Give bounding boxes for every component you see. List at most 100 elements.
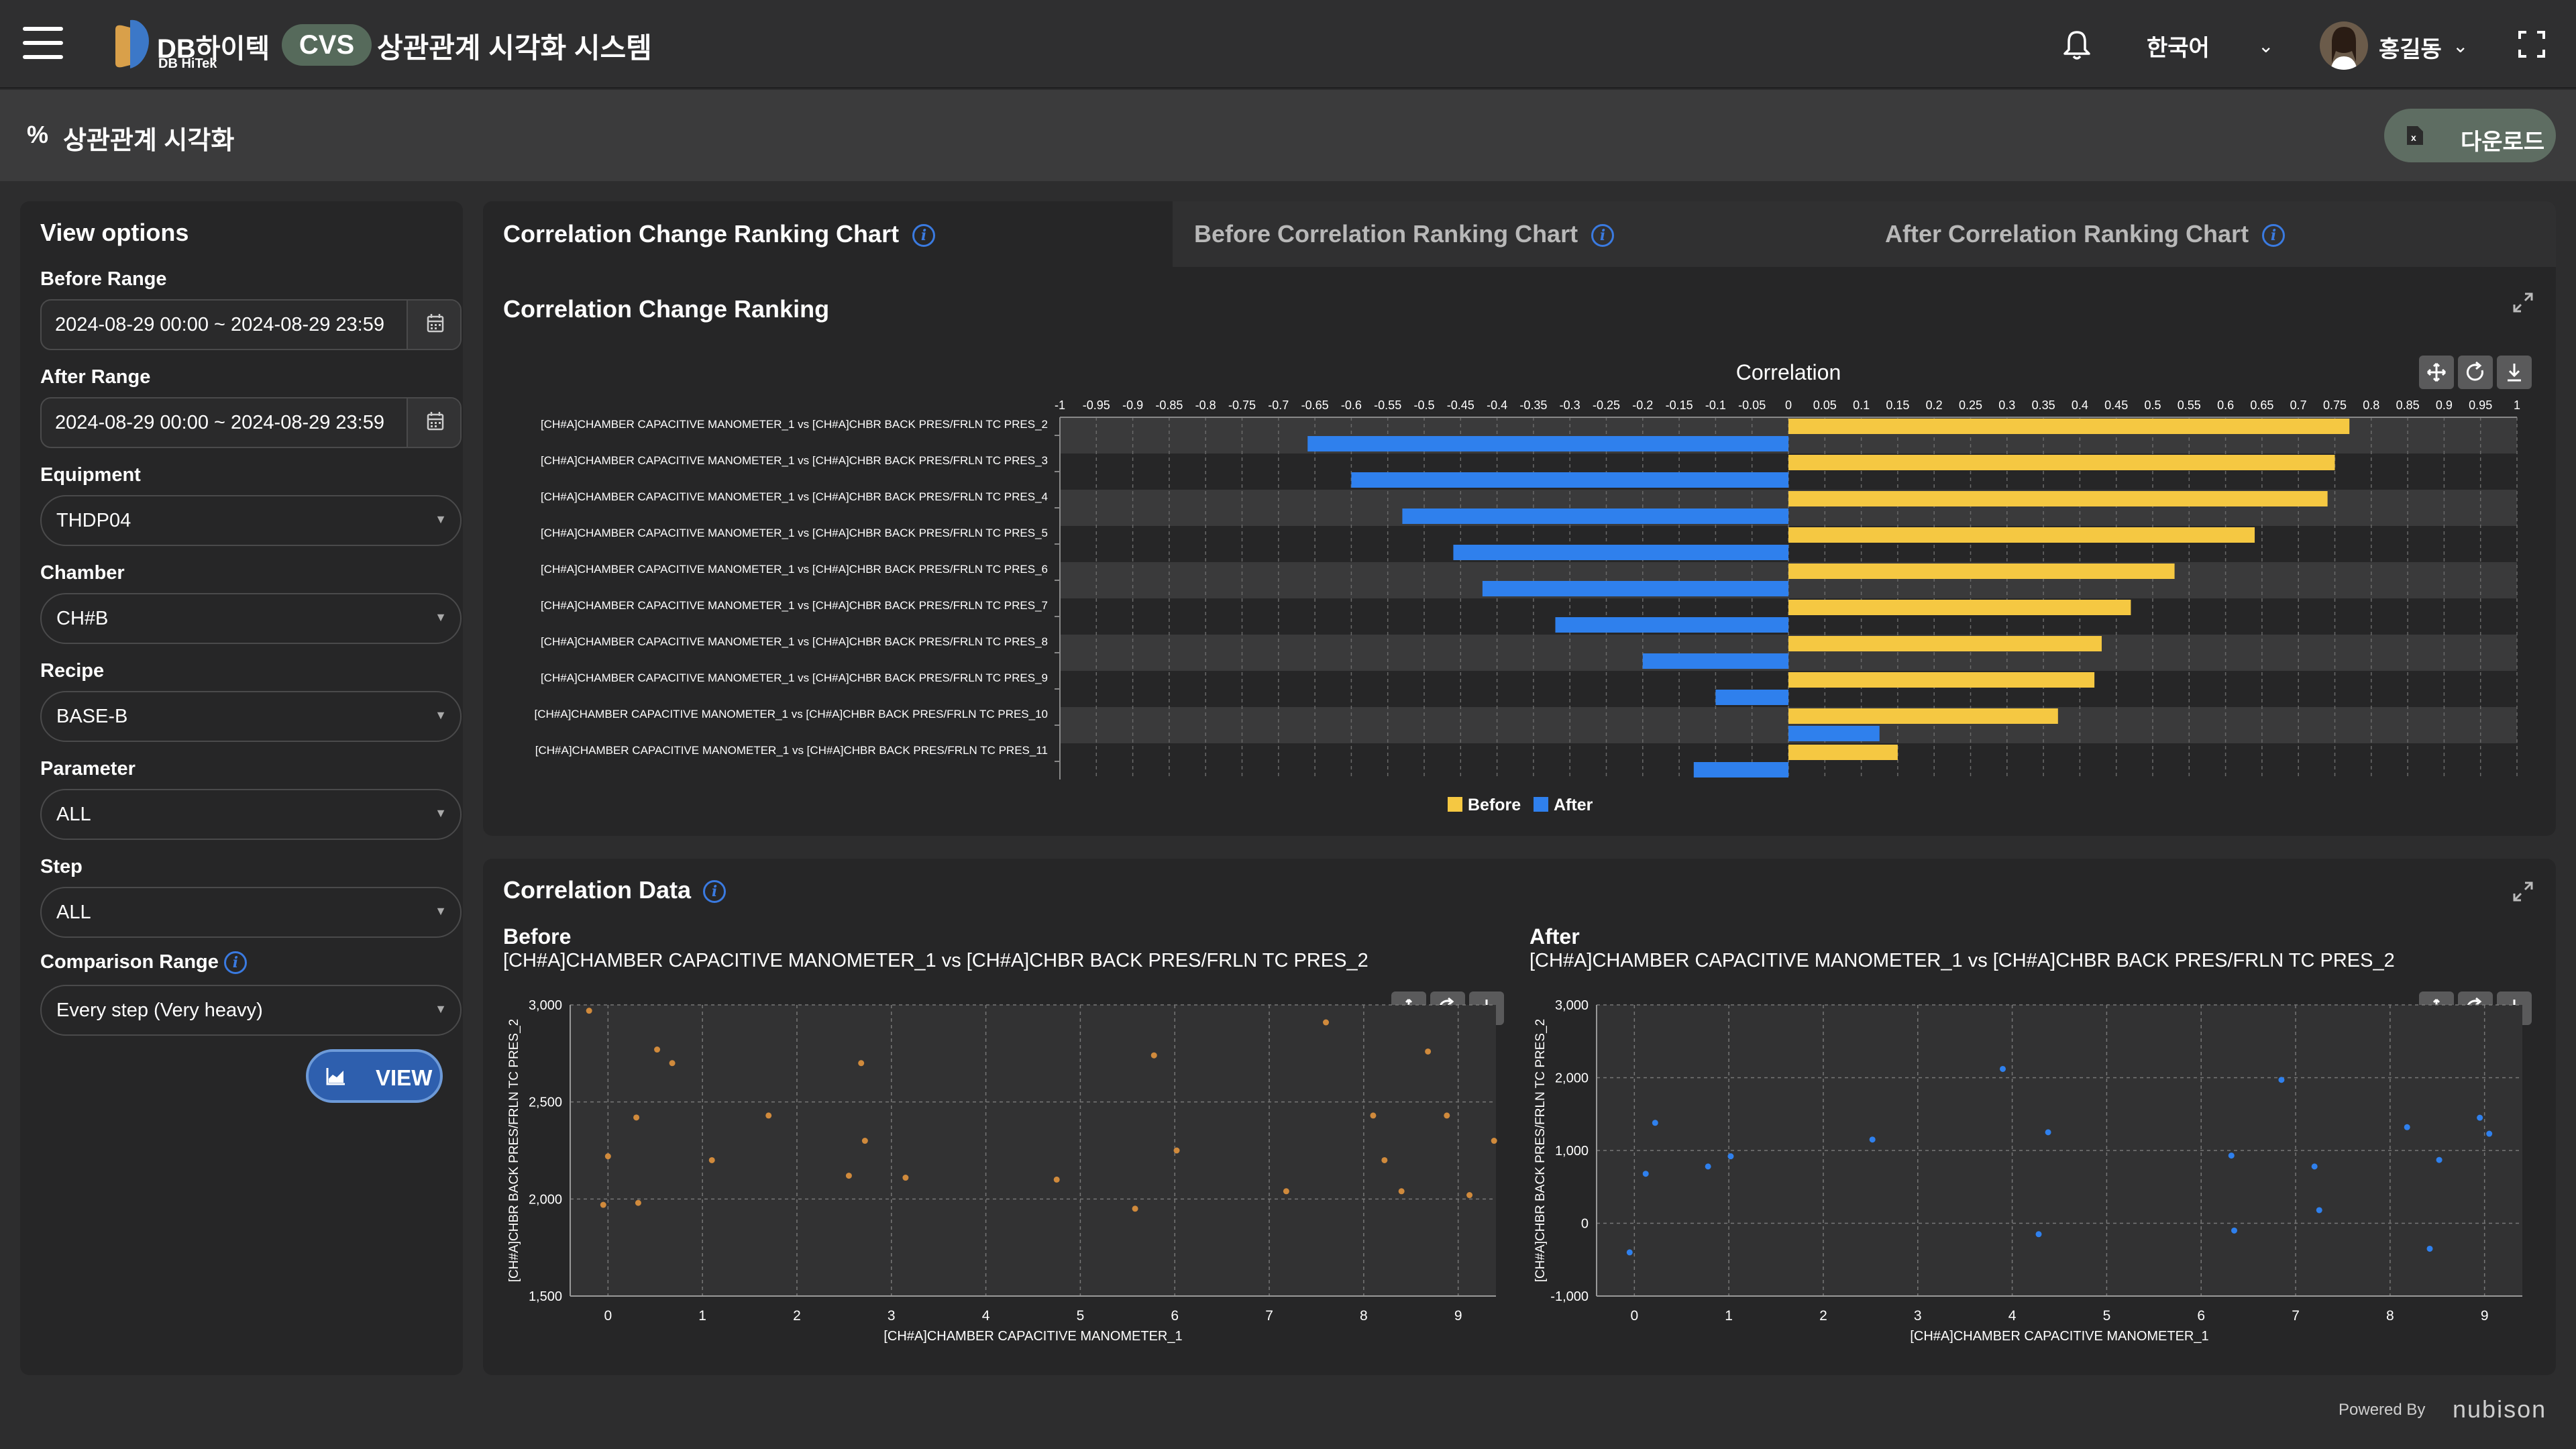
- scatter-point: [1323, 1019, 1330, 1026]
- category-label: [CH#A]CHAMBER CAPACITIVE MANOMETER_1 vs …: [541, 635, 1048, 648]
- row-stripe: [1060, 635, 2517, 671]
- scatter-point: [669, 1060, 676, 1067]
- bell-icon[interactable]: [2061, 28, 2093, 62]
- info-icon[interactable]: i: [1591, 224, 1615, 248]
- category-label: [CH#A]CHAMBER CAPACITIVE MANOMETER_1 vs …: [541, 418, 1048, 431]
- download-icon[interactable]: [2497, 991, 2532, 1025]
- bar-before: [1788, 708, 2058, 724]
- plot-area: [1597, 1005, 2522, 1296]
- x-tick-label: 0.8: [2363, 398, 2379, 412]
- avatar[interactable]: [2320, 21, 2368, 70]
- bar-before: [1788, 564, 2175, 579]
- before-chart-toolbar: [1391, 991, 1507, 1025]
- chevron-down-icon[interactable]: ⌄: [2258, 36, 2274, 56]
- equipment-select[interactable]: THDP04 ▼: [40, 495, 462, 546]
- x-tick-label: 0.25: [1959, 398, 1982, 412]
- legend-swatch-before: [1448, 797, 1462, 812]
- download-button[interactable]: x 다운로드: [2384, 109, 2556, 162]
- info-icon[interactable]: i: [703, 880, 727, 904]
- y-tick-label: 2,000: [529, 1192, 562, 1207]
- info-icon[interactable]: i: [2262, 224, 2286, 248]
- expand-icon[interactable]: [2512, 291, 2534, 314]
- tab-before-correlation[interactable]: Before Correlation Ranking Chart i: [1194, 201, 1615, 267]
- x-tick-label: -0.6: [1341, 398, 1362, 412]
- x-tick-label: -0.3: [1560, 398, 1580, 412]
- before-scatter-chart: 0 1 2 3 4 5 6 7 8 9 1,500 2,000 2,500 3,000 [CH#A]CHAM…: [507, 998, 1497, 1344]
- x-tick-label: 6: [1171, 1308, 1179, 1324]
- tab-label: Before Correlation Ranking Chart: [1194, 220, 1578, 248]
- calendar-icon[interactable]: [407, 301, 460, 349]
- comparison-range-select[interactable]: Every step (Very heavy) ▼: [40, 985, 462, 1036]
- chamber-select[interactable]: CH#B ▼: [40, 593, 462, 644]
- reset-icon[interactable]: [2458, 356, 2493, 389]
- pan-icon[interactable]: [2419, 356, 2454, 389]
- x-tick-label: 0.65: [2250, 398, 2273, 412]
- cvs-badge: CVS: [282, 24, 372, 66]
- x-tick-label: 0: [604, 1308, 612, 1324]
- x-tick-label: 0.35: [2032, 398, 2055, 412]
- dropdown-arrow-icon: ▼: [435, 708, 447, 722]
- reset-icon[interactable]: [1430, 991, 1465, 1025]
- info-icon[interactable]: i: [912, 224, 936, 248]
- bar-before: [1788, 672, 2095, 688]
- bar-after: [1402, 508, 1788, 524]
- x-tick-label: -1: [1055, 398, 1065, 412]
- before-range-field[interactable]: 2024-08-29 00:00 ~ 2024-08-29 23:59: [40, 299, 462, 350]
- x-tick-label: 7: [2292, 1308, 2300, 1324]
- category-label: [CH#A]CHAMBER CAPACITIVE MANOMETER_1 vs …: [541, 490, 1048, 503]
- scatter-point: [1869, 1136, 1876, 1143]
- x-tick-label: 0.05: [1813, 398, 1837, 412]
- before-range-label: Before Range: [40, 268, 167, 290]
- step-select[interactable]: ALL ▼: [40, 887, 462, 938]
- step-value: ALL: [56, 902, 91, 923]
- bar-after: [1642, 653, 1788, 669]
- x-tick-label: -0.85: [1155, 398, 1183, 412]
- scatter-point: [2477, 1114, 2483, 1121]
- x-tick-label: -0.95: [1083, 398, 1110, 412]
- download-icon[interactable]: [2497, 356, 2532, 389]
- download-icon[interactable]: [1469, 991, 1504, 1025]
- parameter-value: ALL: [56, 804, 91, 825]
- pan-icon[interactable]: [1391, 991, 1426, 1025]
- bar-before: [1788, 455, 2335, 470]
- y-axis-label: [CH#A]CHBR BACK PRES/FRLN TC PRES_2: [507, 1019, 521, 1282]
- y-tick-label: 3,000: [1555, 998, 1589, 1013]
- scatter-point: [1626, 1249, 1633, 1256]
- x-tick-label: -0.4: [1487, 398, 1507, 412]
- after-range-field[interactable]: 2024-08-29 00:00 ~ 2024-08-29 23:59: [40, 397, 462, 448]
- hamburger-menu-icon[interactable]: [23, 27, 63, 60]
- reset-icon[interactable]: [2458, 991, 2493, 1025]
- equipment-label: Equipment: [40, 464, 141, 486]
- category-label: [CH#A]CHAMBER CAPACITIVE MANOMETER_1 vs …: [541, 563, 1048, 576]
- after-scatter-title: After: [1529, 924, 1580, 949]
- fullscreen-icon[interactable]: [2517, 30, 2546, 59]
- parameter-select[interactable]: ALL ▼: [40, 789, 462, 840]
- pan-icon[interactable]: [2419, 991, 2454, 1025]
- language-selector[interactable]: 한국어: [2147, 36, 2210, 61]
- x-tick-label: 9: [2481, 1308, 2489, 1324]
- x-tick-label: 6: [2197, 1308, 2205, 1324]
- calendar-icon[interactable]: [407, 398, 460, 447]
- legend-swatch-after: [1534, 797, 1548, 812]
- user-name[interactable]: 홍길동: [2379, 37, 2442, 62]
- scatter-point: [1132, 1205, 1138, 1212]
- scatter-point: [1705, 1163, 1711, 1170]
- tab-correlation-change[interactable]: Correlation Change Ranking Chart i: [483, 201, 1173, 267]
- x-axis-label: [CH#A]CHAMBER CAPACITIVE MANOMETER_1: [1910, 1329, 2208, 1344]
- bar-before: [1788, 636, 2102, 651]
- x-tick-label: 0.2: [1926, 398, 1943, 412]
- bar-before: [1788, 419, 2350, 434]
- x-tick-label: 0.4: [2072, 398, 2088, 412]
- recipe-select[interactable]: BASE-B ▼: [40, 691, 462, 742]
- chevron-down-icon[interactable]: ⌄: [2453, 36, 2469, 56]
- bar-before: [1788, 600, 2131, 615]
- scatter-point: [2231, 1227, 2238, 1234]
- x-tick-label: 7: [1265, 1308, 1273, 1324]
- x-tick-label: 2: [793, 1308, 801, 1324]
- view-button[interactable]: VIEW: [306, 1049, 443, 1103]
- x-tick-label: 8: [1360, 1308, 1368, 1324]
- expand-icon[interactable]: [2512, 880, 2534, 903]
- tab-after-correlation[interactable]: After Correlation Ranking Chart i: [1885, 201, 2286, 267]
- x-tick-label: -0.8: [1195, 398, 1216, 412]
- info-icon[interactable]: i: [223, 951, 247, 975]
